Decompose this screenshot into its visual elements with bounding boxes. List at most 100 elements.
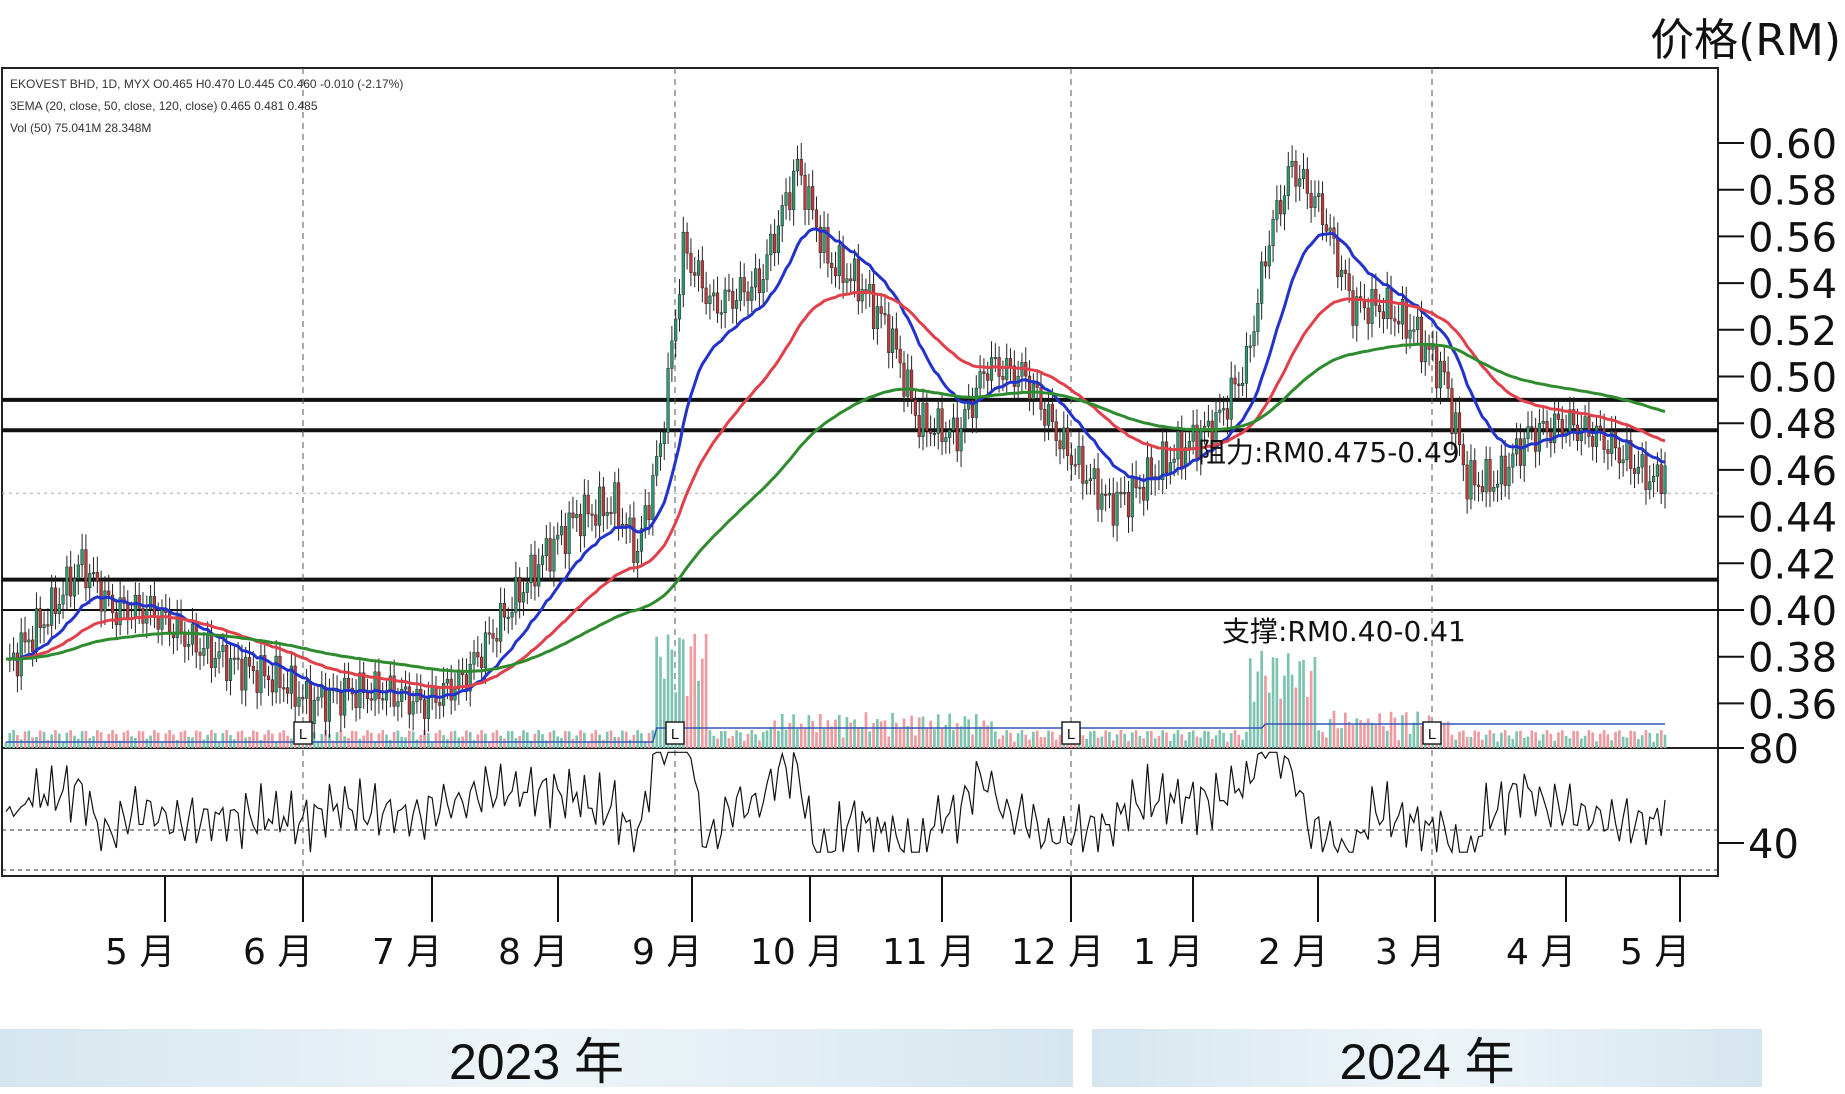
candle-body: [1416, 316, 1420, 331]
volume-bar: [1598, 733, 1602, 748]
volume-bar: [366, 730, 369, 748]
volume-bar: [1210, 739, 1214, 748]
candle-body: [396, 701, 400, 707]
candle-body: [856, 258, 860, 302]
volume-bar: [99, 732, 103, 748]
volume-bar: [993, 731, 997, 748]
volume-bar: [1420, 725, 1423, 748]
volume-bar: [857, 726, 860, 748]
candle-body: [1309, 193, 1313, 208]
candle-body: [769, 233, 773, 256]
volume-bar: [1256, 671, 1260, 748]
candle-body: [738, 277, 742, 301]
candle-body: [1499, 455, 1503, 485]
volume-bar: [1317, 730, 1321, 748]
volume-bar: [860, 727, 864, 748]
volume-bar: [837, 714, 841, 748]
volume-bar: [1305, 697, 1309, 748]
year-band-2024: 2024 年: [1092, 1029, 1762, 1090]
volume-bar: [1283, 675, 1286, 748]
candle-body: [202, 647, 206, 656]
volume-bar: [1595, 741, 1598, 748]
candle-body: [1560, 419, 1564, 434]
volume-bar: [670, 649, 674, 748]
volume-bar: [742, 740, 746, 748]
volume-bar: [1366, 718, 1370, 748]
volume-bar: [697, 681, 700, 748]
rsi-axis: 80 40: [1718, 727, 1799, 868]
candle-body: [472, 652, 476, 665]
candle-body: [613, 482, 617, 514]
candle-body: [126, 603, 130, 620]
candle-body: [1279, 200, 1283, 215]
candle-body: [1328, 227, 1332, 232]
volume-bar: [1526, 736, 1530, 748]
volume-bar: [1195, 736, 1199, 748]
candle-body: [963, 408, 967, 429]
candle-body: [1317, 193, 1321, 197]
l-marker-label: L: [1428, 726, 1436, 743]
volume-bar: [640, 733, 643, 748]
volume-bar: [849, 722, 853, 748]
candle-body: [537, 564, 541, 587]
volume-bar: [1111, 740, 1115, 748]
volume-bar: [666, 634, 670, 748]
volume-bar: [1089, 731, 1092, 748]
header-line-3: Vol (50) 75.041M 28.348M: [10, 121, 151, 135]
candle-body: [1636, 466, 1640, 474]
candle-body: [15, 652, 19, 677]
candle-body: [1206, 420, 1210, 427]
volume-bar: [1016, 733, 1020, 748]
candle-body: [1271, 219, 1275, 247]
candle-body: [95, 572, 99, 582]
candle-body: [803, 174, 807, 210]
volume-bar: [1184, 740, 1187, 748]
candle-body: [807, 186, 811, 210]
volume-bar: [529, 740, 533, 748]
volume-bar: [267, 730, 270, 748]
candle-body: [1591, 436, 1595, 447]
volume-bar: [628, 739, 632, 748]
candle-body: [1172, 458, 1176, 463]
volume-bar: [449, 731, 453, 748]
volume-bar: [153, 730, 156, 748]
volume-bar: [1583, 735, 1587, 748]
candle-body: [894, 328, 898, 350]
candle-body: [377, 671, 381, 699]
volume-bar: [1009, 732, 1012, 748]
volume-bar: [1043, 737, 1047, 748]
candle-body: [1454, 412, 1458, 434]
volume-bar: [251, 730, 255, 748]
volume-bar: [720, 731, 723, 748]
volume-bar: [347, 737, 350, 748]
volume-bar: [495, 730, 499, 748]
candle-body: [88, 573, 92, 589]
candle-body: [875, 306, 879, 329]
candle-body: [320, 686, 324, 698]
candle-body: [556, 534, 560, 540]
volume-bar: [537, 730, 541, 748]
candle-body: [343, 677, 347, 716]
candle-body: [993, 357, 997, 360]
volume-bar: [982, 720, 986, 748]
candle-body: [1450, 388, 1454, 434]
price-tick-label: 0.52: [1748, 309, 1837, 355]
candle-body: [1465, 464, 1469, 500]
price-tick-label: 0.48: [1748, 402, 1837, 448]
ema-120-line: [5, 342, 1666, 674]
volume-bar: [415, 739, 419, 748]
candle-body: [784, 192, 788, 206]
volume-bar: [1602, 730, 1606, 748]
month-label: 11 月: [882, 932, 975, 973]
candle-body: [34, 608, 39, 653]
candle-body: [879, 306, 883, 314]
candle-body: [50, 587, 54, 626]
candle-body: [1313, 196, 1317, 208]
volume-bar: [936, 714, 940, 748]
volume-bar: [564, 730, 567, 748]
volume-bar: [761, 732, 765, 748]
candle-body: [563, 526, 567, 554]
volume-bar: [1290, 674, 1294, 748]
volume-bar: [1416, 711, 1420, 748]
candle-body: [316, 696, 320, 701]
